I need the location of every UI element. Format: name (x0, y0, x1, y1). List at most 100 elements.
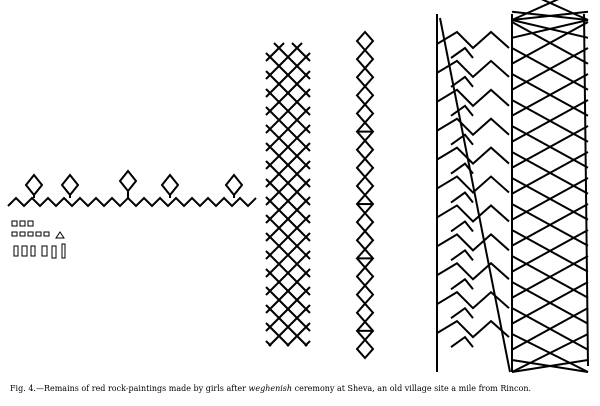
rock-painting-figure (0, 0, 600, 380)
lattice-diagonal (266, 43, 302, 79)
lattice-diagonal (266, 287, 310, 331)
hatch-line (512, 178, 588, 220)
small-square-mark (20, 221, 25, 226)
hatch-line (512, 334, 588, 372)
chevron-inner (451, 279, 473, 289)
chevron-inner (451, 48, 473, 58)
crosshatch-panel (512, 0, 588, 372)
chain-diamond (357, 340, 373, 358)
panel-border (584, 14, 588, 366)
chain-diamond (357, 68, 373, 86)
chain-diamond (357, 286, 373, 304)
chain-diamond (357, 159, 373, 177)
hatch-line (512, 100, 588, 142)
chain-diamond (357, 177, 373, 195)
chain-diamond (357, 104, 373, 122)
diamond-figure (120, 171, 136, 191)
zigzag-line (8, 198, 256, 206)
chevron-row (437, 90, 509, 106)
lattice-diagonal (266, 161, 310, 205)
hatch-line (512, 360, 588, 372)
chain-diamond (357, 50, 373, 68)
small-square-mark (12, 232, 17, 236)
chevron-panel (437, 14, 512, 372)
chevron-row (437, 205, 509, 221)
small-bar-mark (42, 246, 47, 256)
small-square-mark (44, 232, 49, 236)
hatch-line (512, 126, 588, 168)
diamond-lattice-column (266, 43, 310, 346)
chevron-inner (451, 221, 473, 231)
figure-label: Fig. 4. (10, 384, 36, 393)
hatch-line (512, 0, 588, 20)
lattice-diagonal (269, 305, 310, 346)
lattice-diagonal (266, 251, 310, 295)
chevron-row (437, 177, 509, 193)
lattice-diagonal (266, 89, 310, 133)
lattice-diagonal (266, 197, 310, 241)
hatch-line (512, 308, 588, 350)
lattice-diagonal (266, 179, 310, 223)
hatch-line (512, 282, 588, 324)
chain-diamond (357, 141, 373, 159)
caption-text-part1: —Remains of red rock-paintings made by g… (35, 384, 249, 393)
hatch-line (512, 48, 588, 90)
lattice-diagonal (305, 341, 310, 346)
chevron-inner (451, 193, 473, 203)
small-bar-mark (62, 244, 65, 258)
lattice-diagonal (266, 305, 307, 346)
chain-diamond (357, 304, 373, 322)
hatch-line (512, 20, 588, 38)
panel-diagonal-guide (440, 18, 510, 372)
chevron-inner (451, 77, 473, 87)
chain-diamond (357, 267, 373, 285)
lattice-diagonal (266, 125, 310, 169)
caption-text-part2: ceremony at Sheva, an old village site a… (292, 384, 532, 393)
chevron-row (437, 263, 509, 279)
chevron-inner (451, 308, 473, 318)
small-triangle-mark (56, 232, 64, 238)
lattice-diagonal (266, 107, 310, 151)
chain-diamond (357, 32, 373, 50)
chain-diamond (357, 213, 373, 231)
hatch-line (512, 204, 588, 246)
chevron-row (437, 234, 509, 250)
small-bar-mark (22, 246, 27, 256)
chevron-inner (451, 135, 473, 145)
diamond-figure (226, 175, 242, 195)
lattice-diagonal (266, 43, 284, 61)
diamond-figure (62, 175, 78, 195)
hatch-line (512, 74, 588, 116)
lattice-diagonal (292, 43, 310, 61)
chevron-inner (451, 337, 473, 347)
chevron-inner (451, 164, 473, 174)
hatch-line (512, 152, 588, 194)
chevron-row (437, 32, 509, 48)
chevron-row (437, 321, 509, 337)
chevron-row (437, 61, 509, 77)
small-bar-mark (31, 246, 35, 256)
lattice-diagonal (266, 341, 271, 346)
hatch-line (512, 12, 588, 20)
small-bar-mark (52, 246, 56, 258)
lattice-diagonal (266, 269, 310, 313)
lattice-diagonal (266, 71, 310, 115)
diamond-chain-column (357, 32, 373, 358)
diamond-figure (26, 175, 42, 195)
lattice-diagonal (287, 323, 310, 346)
small-square-mark (12, 221, 17, 226)
small-marks-cluster (12, 221, 65, 258)
small-square-mark (20, 232, 25, 236)
small-bar-mark (14, 246, 18, 256)
chevron-inner (451, 106, 473, 116)
diamond-figure (162, 175, 178, 195)
lattice-diagonal (266, 215, 310, 259)
small-square-mark (28, 221, 33, 226)
small-square-mark (36, 232, 41, 236)
figure-caption: Fig. 4.—Remains of red rock-paintings ma… (10, 383, 600, 395)
hatch-line (512, 22, 588, 64)
chain-diamond (357, 86, 373, 104)
lattice-diagonal (266, 143, 310, 187)
caption-italic-word: weghenish (248, 384, 293, 393)
